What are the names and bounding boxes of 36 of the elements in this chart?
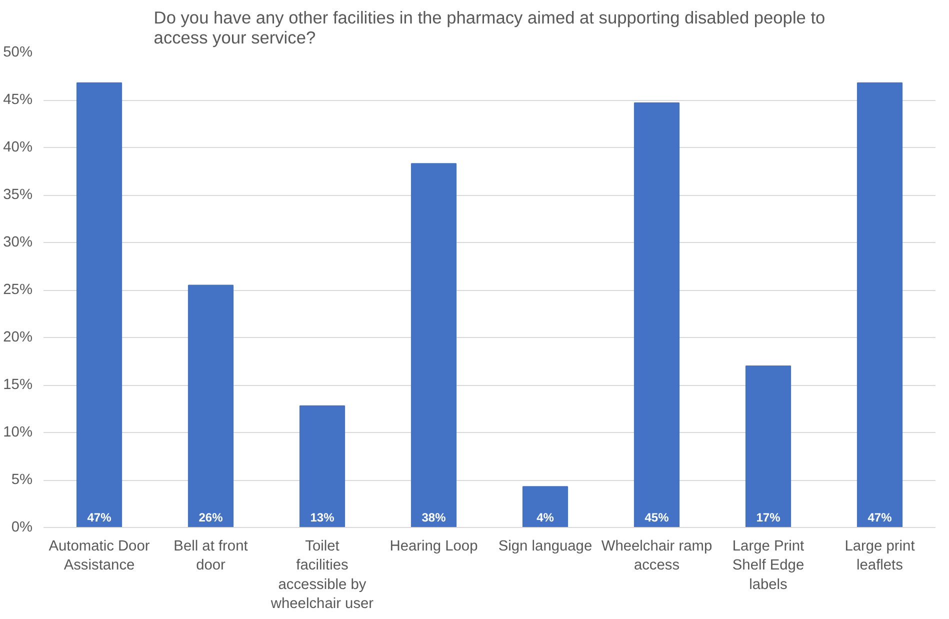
bar [745, 366, 792, 528]
y-tick-label: 20% [3, 330, 33, 346]
y-tick-label: 15% [3, 377, 33, 393]
x-tick-label: Wheelchair ramp access [601, 538, 712, 574]
x-tick-label: Automatic Door Assistance [48, 538, 150, 574]
data-label: 13% [310, 510, 335, 524]
y-tick-label: 0% [11, 520, 33, 536]
data-label: 4% [536, 510, 554, 524]
data-label: 38% [422, 510, 446, 524]
bar [410, 163, 457, 528]
data-label: 17% [756, 510, 781, 524]
bar [634, 102, 680, 528]
x-tick-label: Bell at front door [174, 538, 248, 574]
x-tick-label: Toilet facilities accessible by wheelchair user [270, 538, 374, 612]
x-tick-label: Sign language [498, 538, 592, 554]
x-tick-label: Hearing Loop [390, 538, 478, 554]
y-tick-label: 40% [3, 140, 33, 156]
y-tick-label: 25% [3, 282, 33, 298]
data-label: 26% [198, 510, 224, 524]
y-tick-label: 50% [3, 44, 33, 60]
y-tick-label: 5% [11, 472, 33, 488]
bar [856, 82, 903, 528]
y-tick-label: 10% [3, 424, 33, 440]
bar [299, 405, 346, 528]
bar [76, 82, 122, 528]
x-tick-label: Large Print Shelf Edge labels [732, 538, 804, 593]
bar [522, 486, 568, 528]
data-label: 47% [87, 510, 112, 524]
data-label: 47% [868, 510, 892, 524]
y-tick-label: 35% [3, 187, 33, 203]
y-tick-label: 30% [3, 234, 33, 250]
x-tick-label: Large print leaflets [844, 538, 915, 574]
bar [188, 284, 234, 528]
chart-title: Do you have any other facilities in the pharmacy aimed at supporting disabled people to access your service? [154, 8, 826, 48]
y-tick-label: 45% [3, 92, 33, 108]
data-label: 45% [644, 510, 670, 524]
